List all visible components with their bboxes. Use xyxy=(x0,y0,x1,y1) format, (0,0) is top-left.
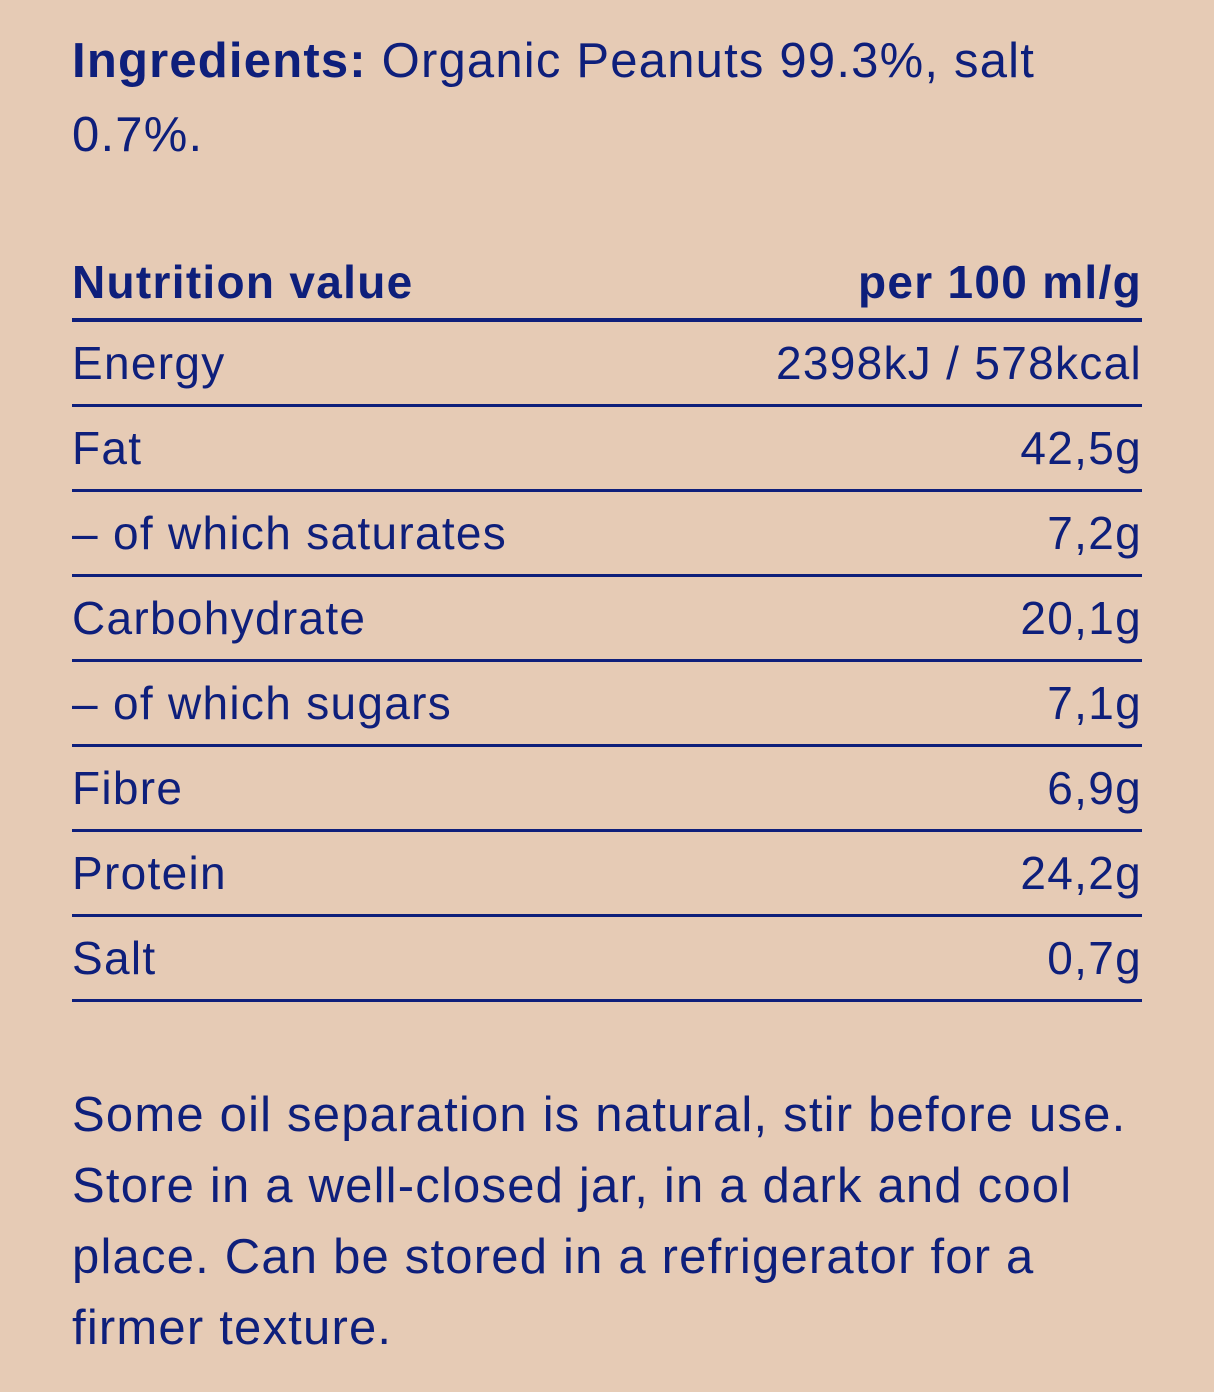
nutrient-name: Carbohydrate xyxy=(72,592,367,644)
nutrition-header-name: Nutrition value xyxy=(72,256,414,308)
nutrient-value: 6,9g xyxy=(1047,762,1142,814)
nutrient-value: 20,1g xyxy=(1020,592,1142,644)
nutrition-row: Carbohydrate 20,1g xyxy=(72,577,1142,662)
storage-note: Some oil separation is natural, stir bef… xyxy=(72,1088,1127,1355)
nutrition-row: Protein 24,2g xyxy=(72,832,1142,917)
nutrition-row: Energy 2398kJ / 578kcal xyxy=(72,322,1142,407)
nutrition-table: Nutrition value per 100 ml/g Energy 2398k… xyxy=(72,246,1142,1002)
nutrient-value: 2398kJ / 578kcal xyxy=(775,337,1142,389)
nutrition-row: Salt 0,7g xyxy=(72,917,1142,1002)
nutrition-header-value: per 100 ml/g xyxy=(857,256,1142,308)
nutrient-value: 7,1g xyxy=(1047,677,1142,729)
nutrition-row: Fibre 6,9g xyxy=(72,747,1142,832)
nutrient-name: Fat xyxy=(72,422,143,474)
nutrition-header: Nutrition value per 100 ml/g xyxy=(72,246,1142,322)
nutrition-row: – of which sugars 7,1g xyxy=(72,662,1142,747)
nutrition-row: Fat 42,5g xyxy=(72,407,1142,492)
ingredients: Ingredients: Organic Peanuts 99.3%, salt… xyxy=(72,24,1152,172)
nutrient-name: Salt xyxy=(72,932,157,984)
nutrient-name: Fibre xyxy=(72,762,184,814)
nutrition-row: – of which saturates 7,2g xyxy=(72,492,1142,577)
ingredients-label: Ingredients: xyxy=(72,34,367,88)
nutrient-name: Energy xyxy=(72,337,226,389)
nutrient-value: 42,5g xyxy=(1020,422,1142,474)
nutrient-value: 0,7g xyxy=(1047,932,1142,984)
nutrient-name: Protein xyxy=(72,847,227,899)
nutrient-value: 24,2g xyxy=(1020,847,1142,899)
nutrient-name: – of which saturates xyxy=(72,507,508,559)
nutrient-name: – of which sugars xyxy=(72,677,453,729)
ingredients-text: Organic Peanuts 99.3%, salt 0.7%. xyxy=(72,34,1036,162)
nutrient-value: 7,2g xyxy=(1047,507,1142,559)
